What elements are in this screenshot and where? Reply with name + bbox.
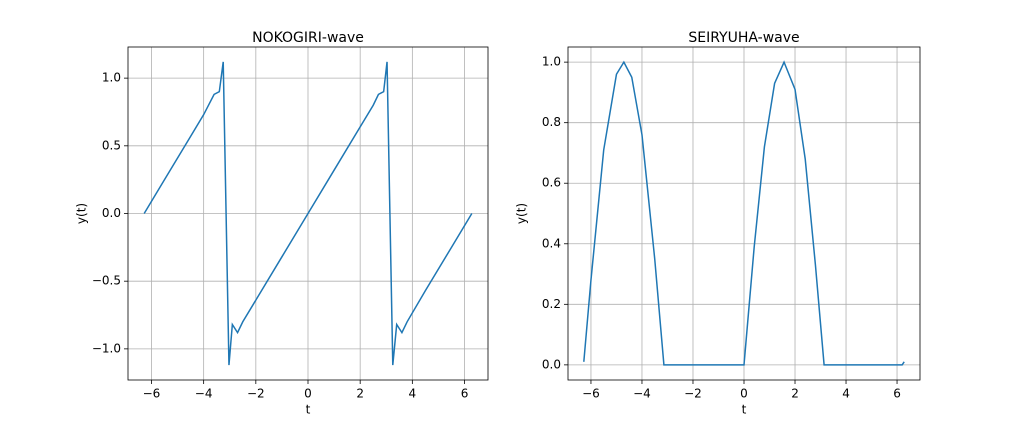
chart-title: SEIRYUHA-wave [688, 30, 799, 46]
y-tick-label: 1.0 [542, 55, 561, 69]
y-tick-label: 0.5 [102, 138, 121, 152]
x-tick-label: −4 [195, 387, 213, 401]
x-tick-label: 2 [356, 387, 364, 401]
axes-frame [567, 46, 921, 381]
x-tick-label: 4 [409, 387, 417, 401]
x-tick-label: 4 [842, 387, 850, 401]
y-tick-label: −0.5 [92, 274, 121, 288]
x-tick-label: −6 [582, 387, 600, 401]
y-tick-label: 0.0 [102, 206, 121, 220]
x-axis-label: t [742, 403, 747, 417]
x-tick-label: 0 [740, 387, 748, 401]
x-tick-label: −4 [633, 387, 651, 401]
x-tick-label: 6 [461, 387, 469, 401]
x-tick-label: −2 [684, 387, 702, 401]
y-tick-label: 0.0 [542, 357, 561, 371]
y-tick-label: 0.4 [542, 236, 561, 250]
chart-title: NOKOGIRI-wave [252, 30, 364, 46]
x-tick-label: −6 [143, 387, 161, 401]
y-tick-label: 0.8 [542, 115, 561, 129]
line-series [583, 60, 905, 366]
x-tick-label: 0 [304, 387, 312, 401]
axes-frame [127, 46, 489, 381]
line-series [143, 61, 473, 366]
x-tick-label: 2 [791, 387, 799, 401]
y-axis-label: y(t) [515, 203, 529, 224]
y-axis-label: y(t) [75, 203, 89, 224]
y-tick-label: −1.0 [92, 341, 121, 355]
x-axis-label: t [306, 403, 311, 417]
y-tick-label: 0.2 [542, 297, 561, 311]
x-tick-label: 6 [893, 387, 901, 401]
y-tick-label: 1.0 [102, 71, 121, 85]
y-tick-label: 0.6 [542, 176, 561, 190]
x-tick-label: −2 [247, 387, 265, 401]
